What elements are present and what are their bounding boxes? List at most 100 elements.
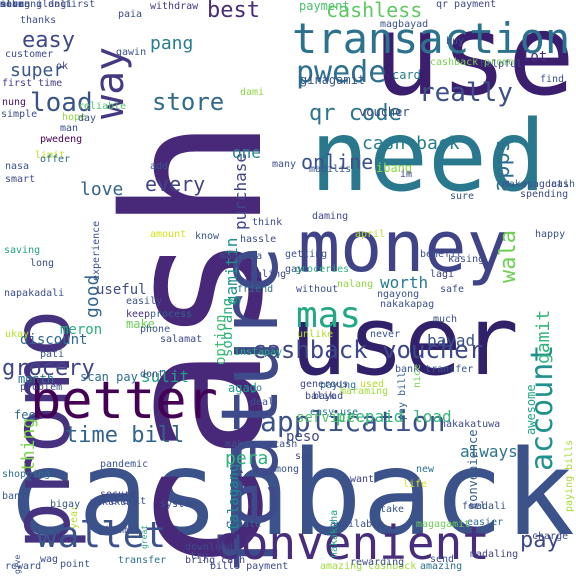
cloud-word: option (213, 314, 229, 366)
cloud-word: love (80, 179, 124, 200)
cloud-word: pay bill (397, 371, 408, 420)
cloud-word: nakakapag (380, 299, 435, 310)
cloud-word: wala (496, 229, 521, 283)
cloud-word: friend (237, 284, 274, 295)
cloud-word: keep (126, 309, 151, 320)
cloud-word: go (250, 383, 263, 394)
cloud-word: know (195, 231, 220, 242)
cloud-word: first time (2, 78, 63, 89)
cloud-word: rebate (225, 519, 262, 530)
cloud-word: problem (20, 382, 63, 393)
cloud-word: one (232, 143, 261, 162)
cloud-word: transaction (292, 14, 571, 63)
cloud-word: instapay (234, 347, 283, 358)
cloud-word: process (150, 309, 193, 320)
cloud-word: reliable (78, 101, 127, 112)
cloud-word: gamit (533, 309, 554, 364)
cloud-word: bayad (313, 391, 344, 402)
cloud-word: great (140, 524, 149, 549)
cloud-word: reward (5, 561, 42, 572)
cloud-word: peso (286, 429, 320, 445)
cloud-word: amazing cashback (320, 561, 417, 572)
cloud-word: give (13, 554, 22, 575)
cloud-word: meron ilang (0, 0, 67, 10)
cloud-word: easier (467, 517, 504, 528)
cloud-word: daming (312, 211, 349, 222)
cloud-word: service (296, 410, 356, 426)
cloud-word: nalang (337, 279, 374, 290)
cloud-word: gaya (285, 264, 310, 275)
cloud-word: smart (5, 174, 36, 185)
cloud-word: helpful (480, 59, 523, 70)
cloud-word: mabilis (309, 164, 352, 175)
cloud-word: make (126, 317, 155, 331)
cloud-word: rewarding (350, 557, 405, 568)
cloud-word: new (416, 464, 435, 475)
cloud-word: ginamit (98, 525, 141, 536)
cloud-word: shopping (2, 469, 51, 480)
cloud-word: easy (22, 28, 75, 53)
cloud-word: card (392, 68, 421, 82)
cloud-word: find (540, 74, 565, 85)
cloud-word: never (370, 329, 401, 340)
cloud-word: kasing (448, 254, 485, 265)
cloud-word: man (60, 123, 79, 134)
cloud-word: cashback promo (430, 57, 515, 68)
cloud-word: thing (18, 417, 39, 472)
cloud-word: pang (150, 33, 194, 54)
cloud-word: system (160, 499, 197, 510)
cloud-word: credit (110, 496, 147, 507)
cloud-word: say (295, 451, 314, 462)
cloud-word: first (65, 0, 96, 10)
cloud-word: online (301, 150, 374, 174)
cloud-word: every (145, 172, 206, 196)
cloud-word: bayad (427, 331, 476, 350)
cloud-word: hassle (240, 234, 277, 245)
cloud-word: mong (275, 464, 300, 475)
cloud-word: salamat (160, 334, 203, 345)
cloud-word: deal (250, 397, 275, 408)
cloud-word: hope (62, 112, 87, 123)
cloud-word: pera (225, 448, 269, 469)
cloud-word: withdraw (150, 1, 199, 12)
cloud-word: amount (150, 229, 187, 240)
cloud-word: makapag cash (502, 179, 575, 190)
cloud-word: april (355, 229, 386, 240)
cloud-word: best (207, 0, 260, 23)
cloud-word: nasa (5, 161, 30, 172)
cloud-word: without (296, 284, 339, 295)
cloud-word: always (460, 442, 518, 461)
cloud-word: really (419, 78, 513, 108)
cloud-word: convenience (466, 429, 480, 510)
cloud-word: long (30, 258, 55, 269)
cloud-word: cashback (6, 424, 575, 562)
cloud-word: customer (5, 49, 54, 60)
cloud-word: wag (40, 554, 59, 565)
cloud-word: spending (520, 189, 569, 200)
cloud-word: balik (305, 391, 336, 402)
cloud-word: think (252, 217, 283, 228)
cloud-word: safe (440, 284, 465, 295)
cloud-word: download (185, 542, 234, 553)
cloud-word: magagamit (416, 519, 471, 530)
cloud-word: try (190, 551, 209, 562)
cloud-word: need (310, 100, 547, 214)
cloud-word: galing (250, 269, 287, 280)
cloud-word: agad (228, 381, 257, 395)
cloud-word: qr payment (436, 0, 497, 10)
cloud-word: paia (118, 9, 143, 20)
cloud-word: take (380, 504, 405, 515)
cloud-word: simple (1, 109, 38, 120)
cloud-word: phone (140, 324, 171, 335)
cloud-word: sobrang dali (0, 0, 73, 10)
cloud-word: lot (522, 49, 548, 65)
cloud-word: store (152, 88, 225, 116)
cloud-word: qr code (309, 101, 402, 126)
cloud-word: pwedeng (40, 134, 83, 145)
cloud-word: application (260, 405, 446, 438)
cloud-word: money (298, 206, 509, 288)
cloud-word: easy use (310, 407, 359, 418)
cloud-word: limit (35, 150, 66, 161)
cloud-word: send (430, 554, 455, 565)
